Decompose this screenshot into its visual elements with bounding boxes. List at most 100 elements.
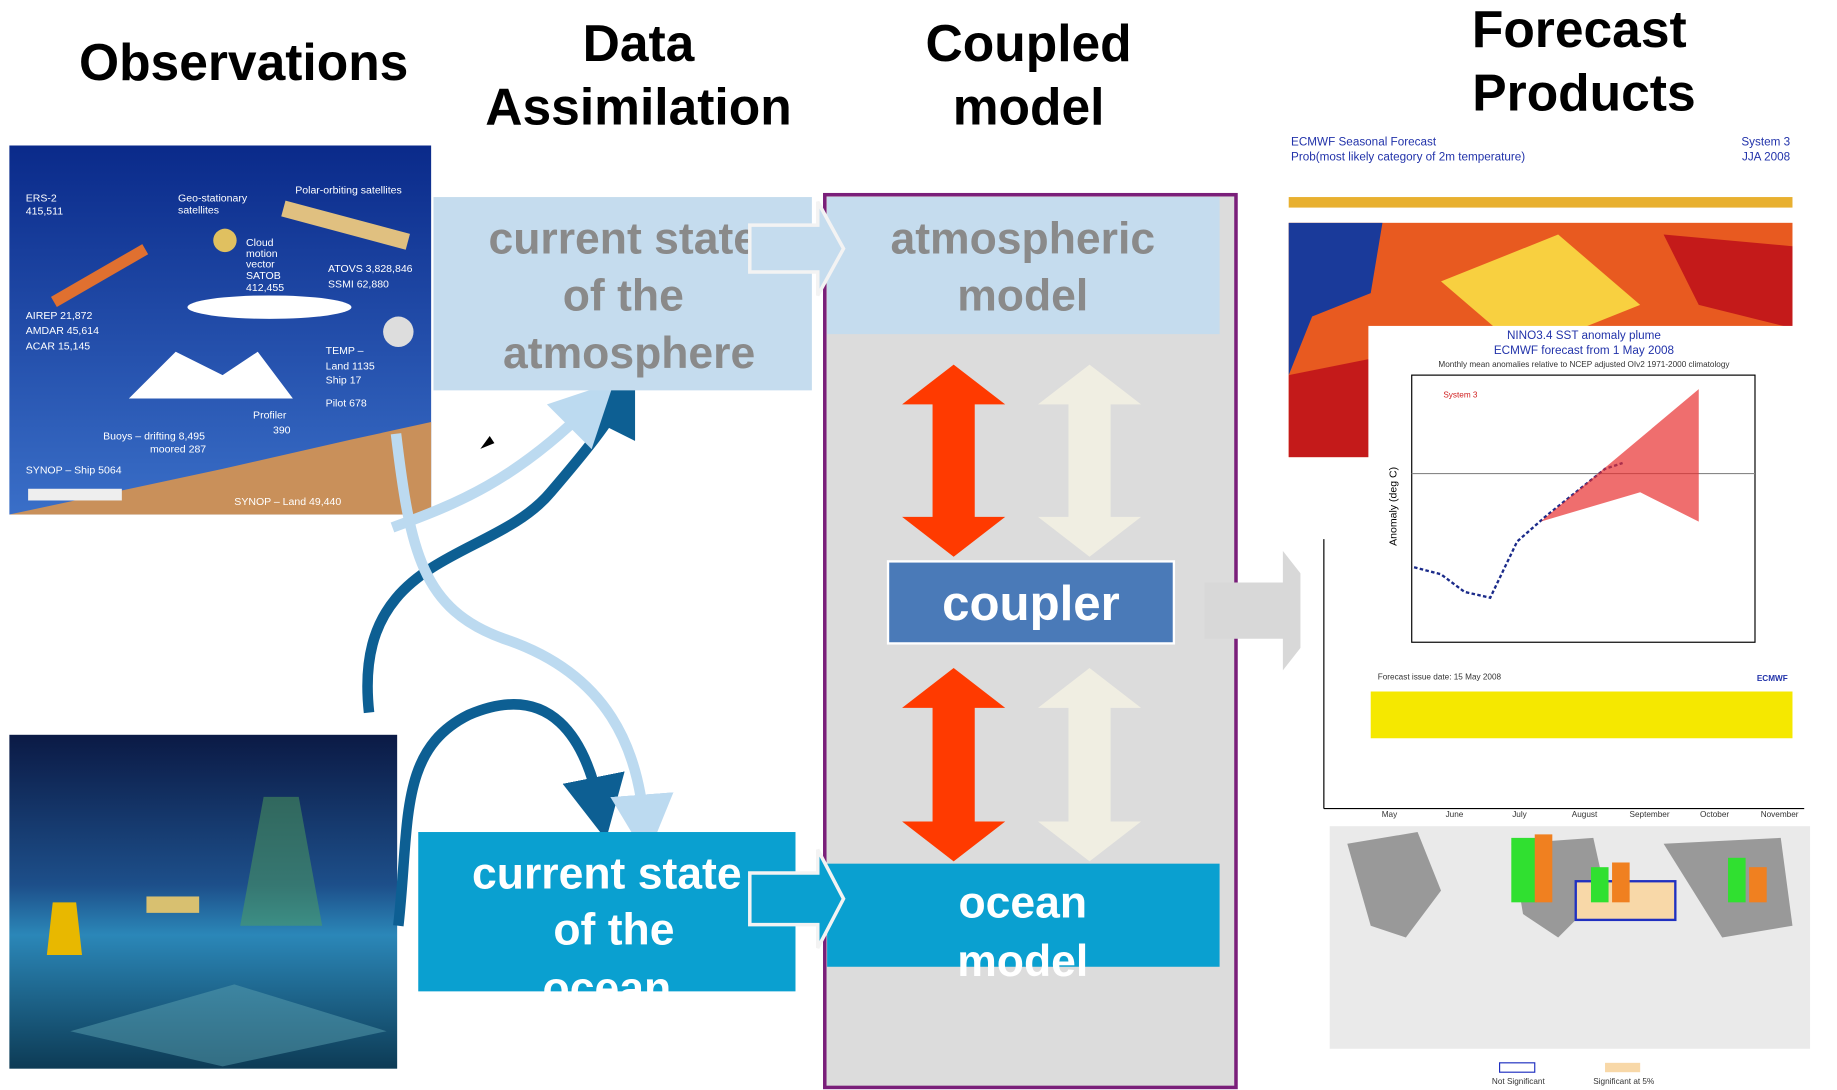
month-label: June [1446,810,1464,819]
shape [1534,834,1553,903]
shape [1749,867,1767,903]
arrow [1204,550,1330,671]
observation-label: Buoys – drifting 8,495 [103,431,205,443]
shape [213,228,237,253]
ocean-model-box [827,863,1220,967]
observation-label: satellites [178,204,219,216]
shape [1612,862,1630,903]
shape [28,488,122,501]
arrow [748,200,846,297]
shape [240,796,323,926]
shape [1540,389,1699,522]
shape [146,896,200,913]
observation-label: Ship 17 [326,374,362,386]
header: Coupled [926,14,1132,72]
box-label: model [957,272,1088,321]
shape [187,295,352,319]
observation-label: 390 [273,425,291,437]
month-label: July [1512,810,1527,819]
observation-label: AMDAR 45,614 [26,325,99,337]
product-label: ECMWF [1757,674,1788,683]
shape [50,244,149,307]
box-label: ocean [543,964,672,1013]
box-label: model [957,937,1088,986]
shape [1288,222,1383,376]
box-label: atmospheric [890,214,1155,263]
observations-image [9,145,432,515]
shape [281,200,410,250]
arrow [1037,364,1142,557]
month-label: October [1700,810,1729,819]
product-label: System 3 [1741,135,1790,148]
product-label: JJA 2008 [1742,151,1790,164]
box-label: of the [563,272,684,321]
shape [1590,867,1609,903]
shape [1288,197,1793,208]
shape [1499,1062,1536,1073]
ocean-state-box [418,832,796,992]
arrow [393,699,625,927]
shape [1441,234,1641,352]
box-label: atmosphere [503,329,755,378]
observation-label: Pilot 678 [326,398,367,410]
shape [1605,1062,1641,1073]
world-map [1306,820,1834,1088]
product-label: System 3 [1443,390,1478,399]
plume-chart [1368,325,1800,692]
shape [9,421,432,515]
shape [70,984,387,1067]
shape [1411,374,1756,643]
box-label: coupler [942,576,1120,631]
arrow [1037,668,1142,862]
observation-label: 412,455 [246,282,284,294]
product-label: ECMWF Seasonal Forecast [1291,135,1437,148]
observation-label: Polar-orbiting satellites [295,185,402,197]
observation-label: SSMI 62,880 [328,278,389,290]
product-label: Forecast issue date: 15 May 2008 [1378,673,1502,682]
shape [1663,234,1793,329]
month-label: November [1761,810,1799,819]
coupler-box [886,560,1176,645]
month-label: May [1382,810,1398,819]
month-label: August [1572,810,1598,819]
shape [128,351,293,399]
month-label: September [1630,810,1670,819]
box-label: of the [553,906,674,955]
arrow [748,848,846,949]
map-legend: Significant at 5% [1593,1077,1654,1086]
arrow [902,668,1006,862]
observation-label: 415,511 [26,206,63,218]
shape [46,902,83,956]
ocean-observations-image [9,734,398,1069]
box-label: ocean [958,879,1087,928]
observation-label: vector [246,258,275,270]
header: Data [583,14,695,72]
shape [1728,857,1746,903]
cursor [480,436,495,449]
box-label: current state [472,849,742,898]
arrow [390,433,674,858]
product-label: Anomaly (deg C) [1387,467,1399,546]
shape [1511,837,1538,903]
observation-label: Cloud [246,237,274,249]
observation-label: SYNOP – Ship 5064 [26,465,122,477]
map-legend: Not Significant [1492,1077,1546,1086]
observation-label: Geo-stationary [178,193,248,205]
observation-label: motion [246,248,278,260]
header: Assimilation [485,77,791,135]
observation-label: Land 1135 [326,360,375,372]
product-label: Monthly mean anomalies relative to NCEP … [1438,360,1730,369]
bar-months: May June July August September October Novembe… [1382,810,1799,819]
observation-label: TEMP – [326,345,364,357]
observation-label: ACAR 15,145 [26,340,91,352]
shape [1347,832,1793,938]
observation-label: Profiler [253,409,287,421]
product-label: ECMWF forecast from 1 May 2008 [1494,344,1674,357]
observation-label: SYNOP – Land 49,440 [234,496,341,508]
observation-label: AIREP 21,872 [26,310,93,322]
header: Products [1472,63,1695,121]
header: model [953,77,1105,135]
observation-label: ERS-2 [26,193,57,205]
arrow [390,382,615,533]
